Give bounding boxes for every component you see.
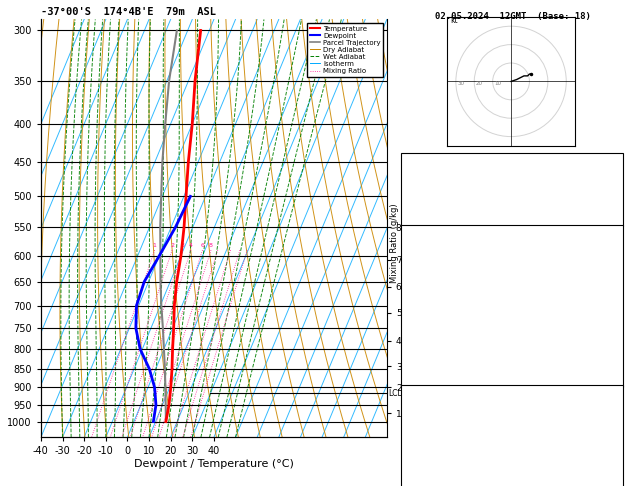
Text: 30: 30: [458, 81, 465, 86]
Text: Mixing Ratio (g/kg): Mixing Ratio (g/kg): [390, 203, 399, 283]
Legend: Temperature, Dewpoint, Parcel Trajectory, Dry Adiabat, Wet Adiabat, Isotherm, Mi: Temperature, Dewpoint, Parcel Trajectory…: [307, 23, 383, 77]
Text: CAPE (J): CAPE (J): [404, 339, 447, 348]
Bar: [401, 153, 623, 226]
Text: 2: 2: [170, 243, 174, 248]
Text: Pressure (mb): Pressure (mb): [404, 406, 474, 416]
Text: 3: 3: [181, 243, 185, 248]
Text: 10: 10: [494, 81, 501, 86]
Text: Temp (°C): Temp (°C): [404, 245, 453, 255]
Text: 113: 113: [604, 476, 621, 486]
Text: 113: 113: [604, 339, 621, 348]
Text: Totals Totals: Totals Totals: [404, 178, 474, 187]
Text: K: K: [404, 155, 410, 164]
Text: 8: 8: [209, 243, 213, 248]
X-axis label: Dewpoint / Temperature (°C): Dewpoint / Temperature (°C): [134, 459, 294, 469]
Text: 6: 6: [201, 243, 204, 248]
Y-axis label: hPa: hPa: [0, 218, 2, 239]
Text: Lifted Index: Lifted Index: [404, 315, 469, 325]
Text: © weatheronline.co.uk: © weatheronline.co.uk: [464, 469, 560, 479]
Text: kt: kt: [450, 16, 458, 24]
Text: PW (cm): PW (cm): [404, 201, 442, 210]
Text: CAPE (J): CAPE (J): [404, 476, 447, 486]
Text: Surface: Surface: [493, 226, 531, 235]
Text: 1003: 1003: [599, 406, 621, 416]
Text: 308: 308: [604, 430, 621, 439]
Text: Dewp (°C): Dewp (°C): [404, 269, 453, 278]
Text: 1.47: 1.47: [599, 201, 621, 210]
Text: 0: 0: [615, 362, 621, 371]
Text: -37°00'S  174°4B'E  79m  ASL: -37°00'S 174°4B'E 79m ASL: [41, 7, 216, 17]
Text: LCL: LCL: [389, 388, 403, 398]
Bar: [401, 225, 623, 387]
Text: CIN (J): CIN (J): [404, 362, 442, 371]
Y-axis label: km
ASL: km ASL: [410, 228, 426, 248]
Text: 308: 308: [604, 292, 621, 301]
Text: 11: 11: [610, 155, 621, 164]
Text: θe(K): θe(K): [404, 292, 431, 301]
Text: 14.8: 14.8: [599, 245, 621, 255]
Text: 02.05.2024  12GMT  (Base: 18): 02.05.2024 12GMT (Base: 18): [435, 12, 591, 21]
Bar: [401, 385, 623, 486]
Text: Most Unstable: Most Unstable: [477, 387, 547, 396]
Text: 4: 4: [189, 243, 193, 248]
Text: 4: 4: [615, 315, 621, 325]
Text: 4: 4: [615, 453, 621, 462]
Text: θe (K): θe (K): [404, 430, 437, 439]
Text: Lifted Index: Lifted Index: [404, 453, 469, 462]
Text: 1: 1: [153, 243, 157, 248]
Text: 20: 20: [476, 81, 483, 86]
Text: 42: 42: [610, 178, 621, 187]
Text: 9: 9: [615, 269, 621, 278]
